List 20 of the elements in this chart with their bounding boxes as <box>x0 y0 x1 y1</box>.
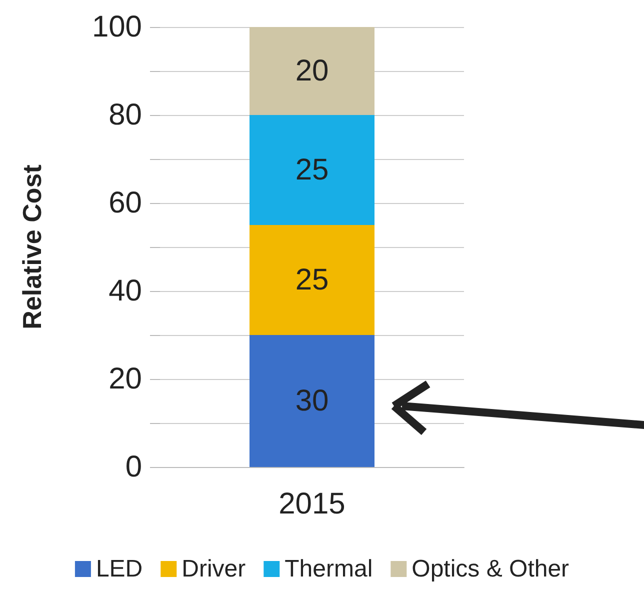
y-axis-title: Relative Cost <box>17 164 47 330</box>
bar <box>250 335 374 467</box>
data-label: 30 <box>295 384 329 418</box>
y-tick-label: 40 <box>108 274 142 308</box>
y-tick-label: 0 <box>125 450 142 484</box>
y-tick-label: 80 <box>108 98 142 132</box>
legend-label: Thermal <box>284 556 373 582</box>
bar <box>250 27 374 115</box>
y-tick-label: 20 <box>108 362 142 396</box>
y-tick-label: 100 <box>92 10 142 44</box>
legend-label: Optics & Other <box>412 556 570 582</box>
data-label: 25 <box>295 264 329 296</box>
legend-label: Driver <box>182 556 246 582</box>
y-tick-label: 60 <box>108 186 142 220</box>
legend-label: LED <box>96 556 143 582</box>
bar <box>250 225 374 335</box>
x-tick-label: 2015 <box>278 488 346 520</box>
bar <box>250 115 374 225</box>
data-label: 20 <box>295 54 329 88</box>
data-label: 25 <box>295 154 329 186</box>
